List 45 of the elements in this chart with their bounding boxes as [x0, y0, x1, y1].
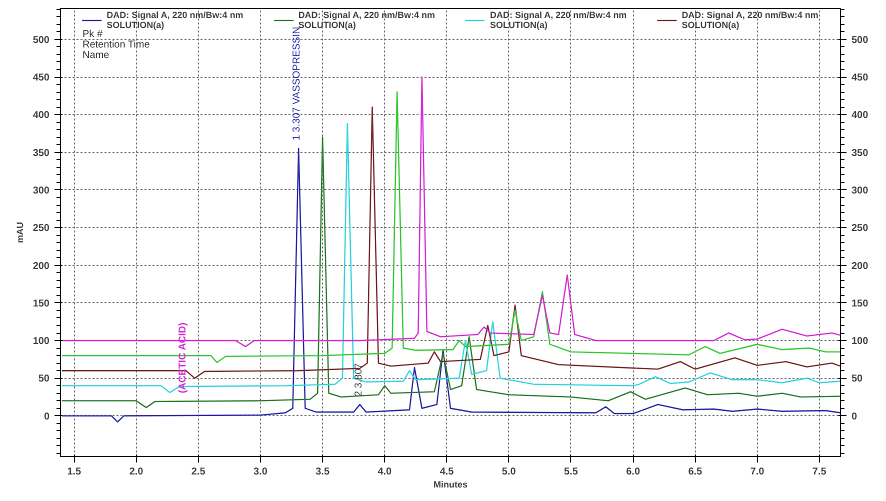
y-tick-label: 100: [32, 336, 50, 348]
legend-label: DAD: Signal A, 220 nm/Bw:4 nm SOLUTION(a): [106, 10, 244, 30]
y-tick-label: 500: [32, 34, 50, 46]
annotation: Retention Time: [82, 40, 150, 51]
x-tick-label: 2.0: [129, 466, 144, 478]
y2-tick-label: 50: [852, 374, 864, 385]
annotation: 2 3.807: [354, 362, 365, 397]
x-tick-label: 7.5: [812, 466, 827, 478]
x-axis-title: Minutes: [434, 480, 468, 490]
y-tick-label: 450: [32, 72, 50, 84]
x-tick-label: 6.0: [626, 466, 640, 478]
y-tick-label: 400: [32, 110, 50, 122]
x-tick-label: 5.5: [564, 466, 578, 478]
annotation: (ACETIC ACID): [178, 322, 188, 394]
y2-tick-label: 300: [852, 185, 869, 196]
y-tick-label: 0: [44, 411, 50, 422]
y2-tick-label: 400: [852, 110, 869, 122]
x-tick-label: 6.5: [688, 466, 703, 478]
y-tick-label: 50: [38, 374, 50, 385]
annotation: Pk #: [82, 29, 103, 40]
x-tick-label: 2.5: [191, 466, 206, 478]
y2-tick-label: 500: [852, 34, 869, 46]
x-tick-label: 7.0: [750, 466, 765, 478]
legend-label: DAD: Signal A, 220 nm/Bw:4 nm SOLUTION(a): [682, 10, 818, 30]
x-tick-label: 3.5: [316, 466, 330, 478]
annotation: Name: [82, 50, 110, 62]
y2-tick-label: 250: [852, 223, 869, 234]
y-tick-label: 300: [32, 185, 50, 196]
x-tick-label: 3.0: [254, 466, 268, 478]
x-tick-label: 5.0: [502, 466, 516, 478]
y-axis-title: mAU: [14, 222, 25, 243]
y2-tick-label: 150: [852, 298, 869, 310]
y2-tick-label: 350: [852, 148, 869, 159]
legend-label: DAD: Signal A, 220 nm/Bw:4 nm SOLUTION(a): [490, 10, 627, 30]
y2-tick-label: 200: [852, 260, 869, 272]
y-tick-label: 200: [32, 260, 50, 272]
y-tick-label: 150: [32, 298, 50, 310]
y2-tick-label: 0: [852, 411, 858, 422]
y2-tick-label: 100: [852, 336, 869, 348]
y-tick-label: 350: [32, 148, 50, 159]
x-tick-label: 4.0: [378, 466, 392, 478]
x-tick-label: 4.5: [440, 466, 454, 478]
x-tick-label: 1.5: [67, 466, 82, 478]
y-tick-label: 250: [32, 223, 50, 234]
y2-tick-label: 450: [852, 72, 869, 84]
